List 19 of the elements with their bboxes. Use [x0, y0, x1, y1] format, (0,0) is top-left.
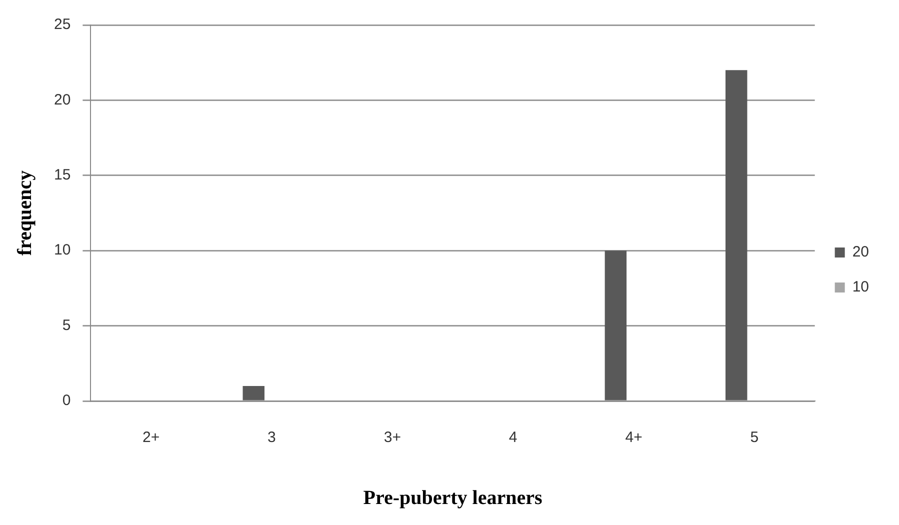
x-axis-title: Pre-puberty learners — [363, 487, 542, 510]
x-tick-label: 2+ — [142, 429, 160, 446]
legend-label: 10 — [852, 278, 870, 296]
y-axis-title: frequency — [14, 170, 36, 256]
legend-label: 20 — [852, 244, 870, 261]
x-tick-label: 3 — [268, 429, 276, 446]
bar — [604, 250, 627, 400]
y-tick-label: 15 — [54, 166, 71, 184]
y-tick-label: 10 — [54, 242, 71, 259]
bar — [242, 386, 264, 400]
y-tick-label: 0 — [62, 392, 71, 410]
bar — [726, 70, 748, 400]
x-tick-label: 3+ — [384, 429, 402, 446]
y-tick-label: 25 — [54, 16, 71, 34]
y-tick-label: 5 — [62, 316, 71, 334]
x-tick-label: 4+ — [625, 429, 643, 446]
y-tick-label: 20 — [54, 91, 71, 108]
x-tick-label: 4 — [508, 429, 518, 446]
x-tick-label: 5 — [750, 429, 759, 446]
